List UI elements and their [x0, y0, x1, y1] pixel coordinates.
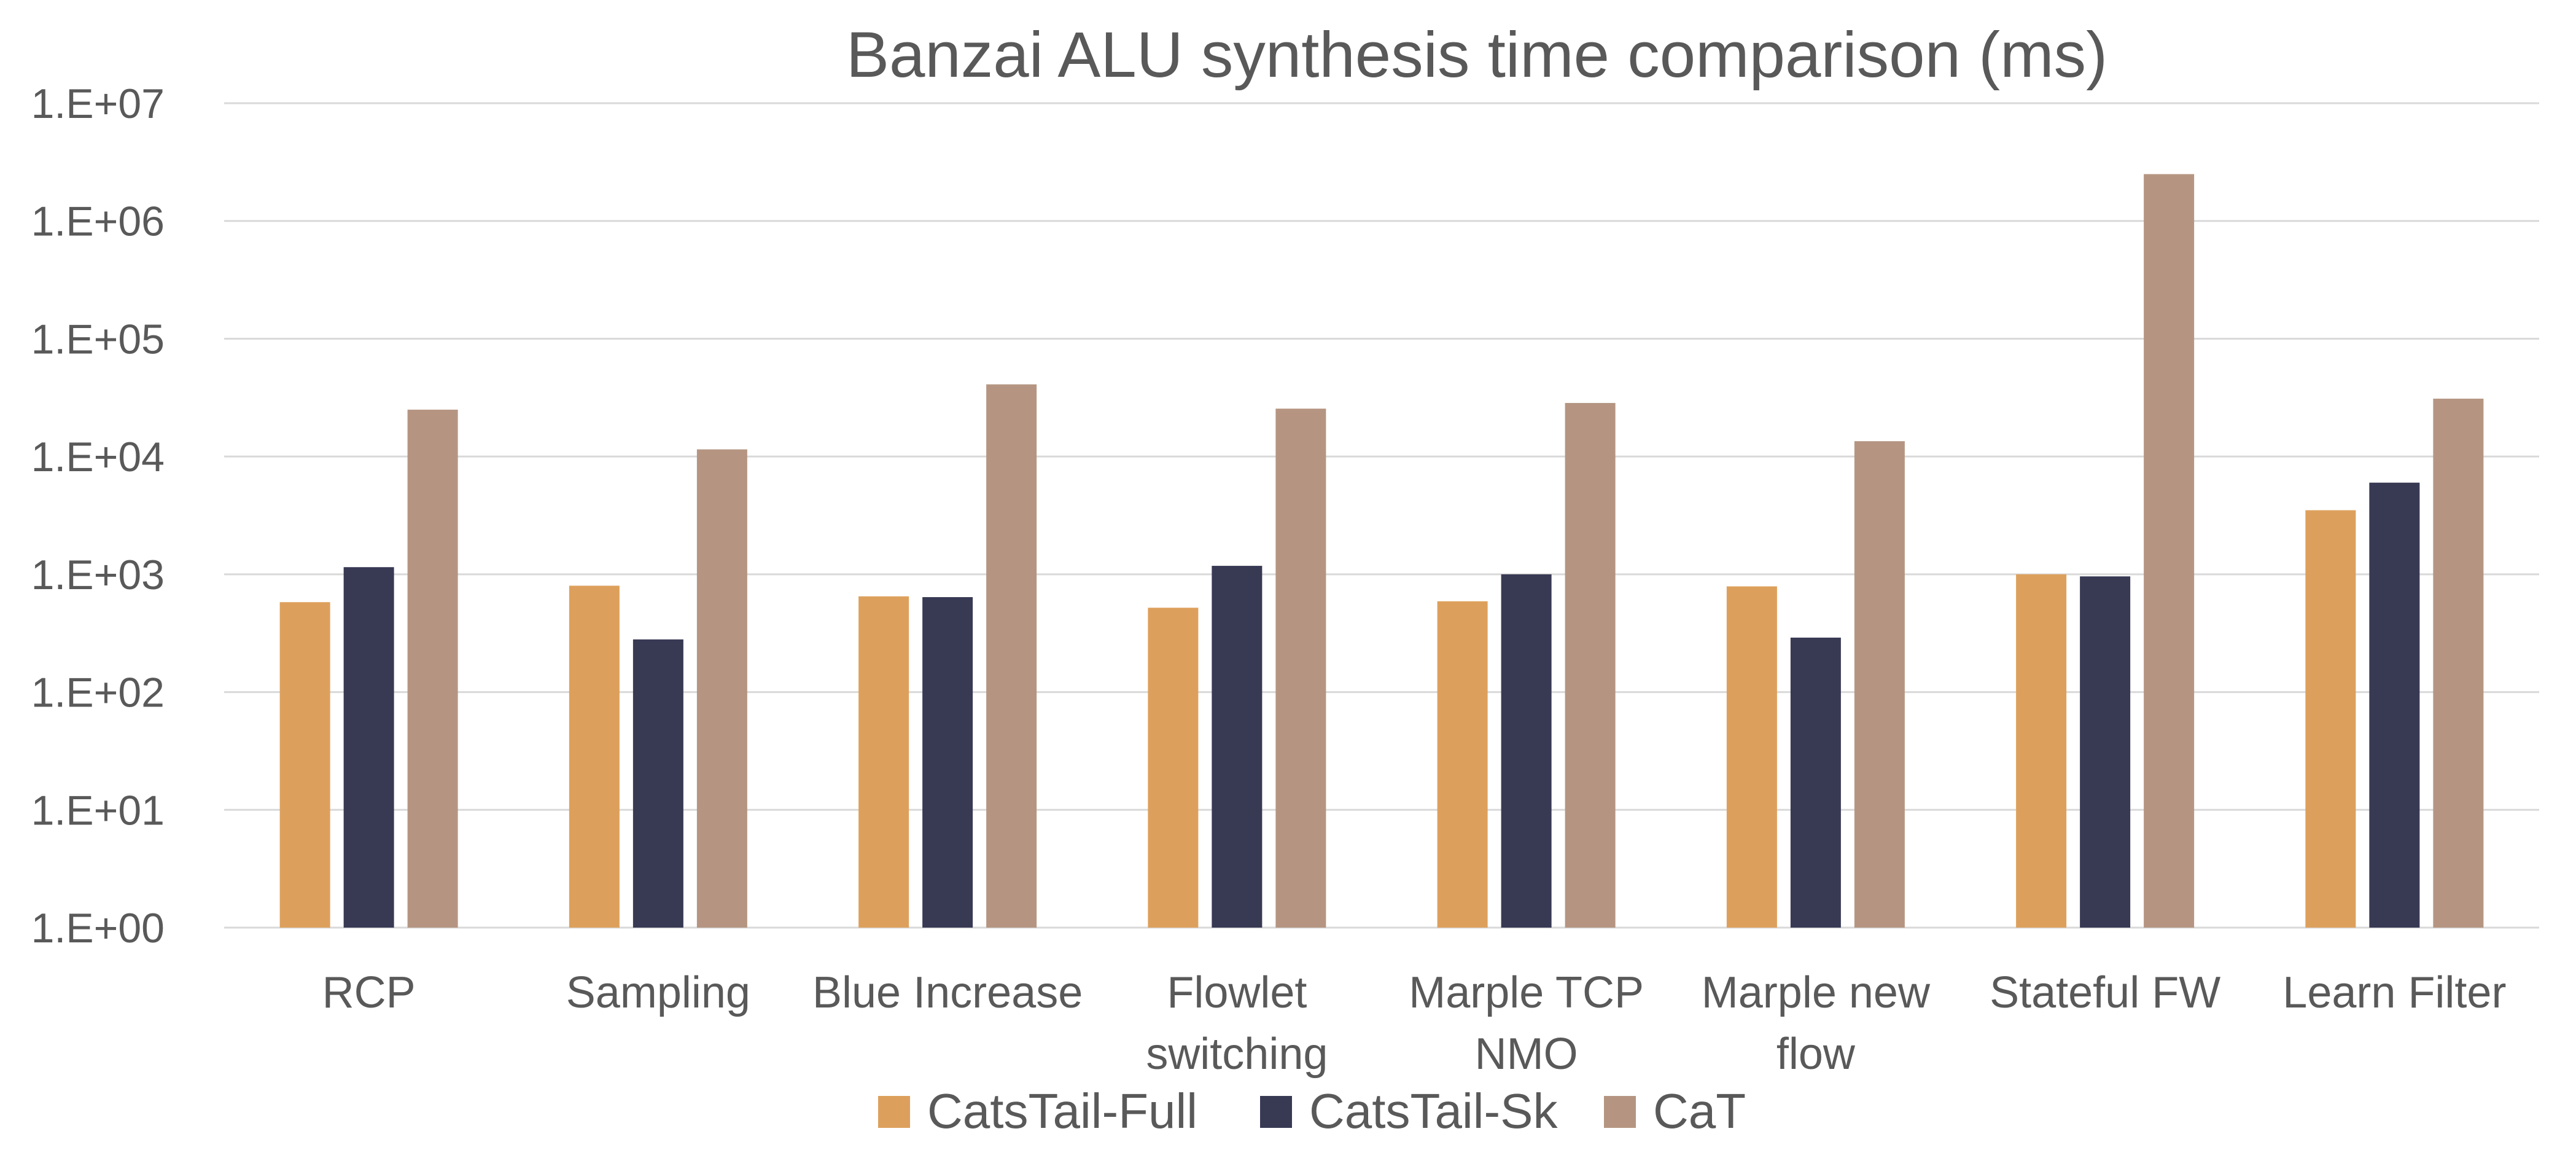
legend-label: CaT	[1653, 1084, 1746, 1138]
bars	[279, 174, 2484, 928]
x-tick-label: Marple new flow	[1702, 968, 1931, 1079]
bar	[2433, 398, 2484, 928]
y-tick-label: 1.E+05	[31, 316, 165, 362]
bar	[2016, 574, 2067, 928]
bar	[569, 585, 620, 928]
bar	[922, 597, 973, 928]
bar	[279, 602, 330, 928]
bar	[407, 409, 458, 928]
x-tick-label: RCP	[322, 968, 416, 1017]
bar	[858, 596, 909, 928]
legend-label: CatsTail-Full	[927, 1084, 1197, 1138]
bar	[632, 639, 683, 928]
chart-title: Banzai ALU synthesis time comparison (ms…	[846, 19, 2107, 91]
bar	[1148, 608, 1199, 928]
legend-swatch	[878, 1096, 910, 1128]
y-tick-label: 1.E+01	[31, 787, 165, 834]
legend: CatsTail-Full CatsTail-Sk CaT	[878, 1084, 1746, 1138]
bar	[986, 384, 1037, 928]
legend-swatch	[1604, 1096, 1636, 1128]
bar	[2080, 576, 2131, 928]
x-tick-label: Learn Filter	[2282, 968, 2506, 1017]
legend-swatch	[1260, 1096, 1292, 1128]
y-tick-label: 1.E+07	[31, 80, 165, 127]
bar	[1565, 402, 1616, 928]
bar	[696, 449, 747, 928]
y-tick-label: 1.E+00	[31, 905, 165, 952]
bar	[2305, 510, 2356, 928]
y-tick-label: 1.E+06	[31, 198, 165, 245]
y-tick-label: 1.E+02	[31, 670, 165, 716]
bar	[1275, 409, 1326, 928]
legend-label: CatsTail-Sk	[1309, 1084, 1558, 1138]
bar	[343, 567, 394, 928]
bar	[1212, 566, 1263, 928]
bar	[1790, 637, 1841, 928]
bar	[2144, 174, 2195, 928]
bar	[1726, 586, 1777, 928]
x-tick-label: Marple TCP NMO	[1409, 968, 1644, 1079]
bar	[2369, 482, 2420, 928]
x-tick-label: Flowlet switching	[1146, 968, 1328, 1079]
y-tick-label: 1.E+03	[31, 552, 165, 598]
x-tick-label: Sampling	[566, 968, 750, 1017]
x-axis-ticks: RCP Sampling Blue Increase Flowlet switching…	[322, 968, 2507, 1079]
y-tick-label: 1.E+04	[31, 434, 165, 480]
x-tick-label: Blue Increase	[812, 968, 1083, 1017]
bar	[1854, 441, 1905, 928]
bar	[1437, 601, 1488, 928]
y-axis-ticks: 1.E+00 1.E+01 1.E+02 1.E+03 1.E+04 1.E+05 1.E+…	[31, 80, 165, 952]
x-tick-label: Stateful FW	[1990, 968, 2220, 1017]
bar	[1501, 574, 1552, 928]
